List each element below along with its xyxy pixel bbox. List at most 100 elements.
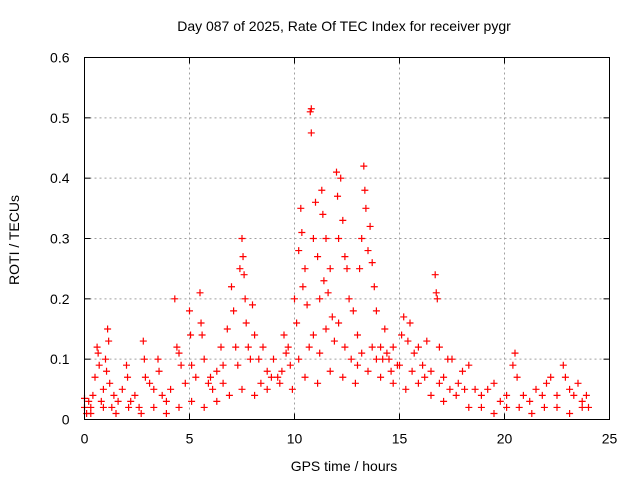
data-point xyxy=(351,379,359,387)
data-point xyxy=(440,397,448,405)
data-point xyxy=(274,373,282,381)
data-point xyxy=(131,391,139,399)
data-point xyxy=(377,373,385,381)
data-point xyxy=(465,361,473,369)
data-point xyxy=(559,361,567,369)
data-point xyxy=(547,373,555,381)
data-point xyxy=(177,361,185,369)
data-point xyxy=(578,397,586,405)
data-point xyxy=(188,361,196,369)
data-point xyxy=(297,204,305,212)
data-point xyxy=(419,361,427,369)
data-point xyxy=(198,331,206,339)
data-point xyxy=(368,343,376,351)
data-point xyxy=(94,349,102,357)
data-point xyxy=(461,385,469,393)
data-point xyxy=(257,379,265,387)
data-point xyxy=(241,295,249,303)
data-point xyxy=(223,325,231,333)
data-point xyxy=(454,379,462,387)
data-point xyxy=(239,253,247,261)
data-point xyxy=(364,247,372,255)
data-point xyxy=(263,385,271,393)
data-point xyxy=(585,403,592,411)
data-point xyxy=(89,391,97,399)
data-point xyxy=(452,391,460,399)
data-point xyxy=(244,343,252,351)
data-point xyxy=(249,301,256,309)
axis-ticks: 0 5 10 15 20 25 0 0.1 0.2 0.3 0.4 0.5 0.6 xyxy=(50,50,617,447)
data-point xyxy=(566,385,574,393)
data-point xyxy=(200,355,208,363)
data-point xyxy=(267,373,275,381)
data-point xyxy=(446,385,454,393)
data-point xyxy=(513,373,521,381)
data-point xyxy=(421,373,429,381)
data-point xyxy=(341,253,349,261)
data-point xyxy=(414,343,422,351)
x-tick-label: 5 xyxy=(186,431,194,447)
data-point xyxy=(509,361,517,369)
data-point xyxy=(236,265,244,273)
y-tick-label: 0.3 xyxy=(50,231,70,247)
data-point xyxy=(146,379,154,387)
data-point xyxy=(141,373,149,381)
data-point xyxy=(162,409,170,417)
data-point xyxy=(440,373,448,381)
data-point xyxy=(339,373,347,381)
y-axis-label: ROTI / TECUs xyxy=(6,195,22,285)
data-point xyxy=(284,343,292,351)
data-point xyxy=(93,343,101,351)
data-point xyxy=(259,343,267,351)
data-point xyxy=(532,385,540,393)
data-point xyxy=(345,295,353,303)
data-point xyxy=(95,361,103,369)
data-point xyxy=(361,186,369,194)
data-point xyxy=(295,247,303,255)
data-point xyxy=(167,385,175,393)
data-point xyxy=(538,391,546,399)
data-point xyxy=(314,253,322,261)
data-point xyxy=(298,228,306,236)
data-point xyxy=(427,367,435,375)
data-point xyxy=(139,337,147,345)
data-point xyxy=(335,319,343,327)
data-point xyxy=(99,385,107,393)
data-point xyxy=(97,397,105,405)
data-point xyxy=(219,361,227,369)
data-point xyxy=(181,379,189,387)
chart-title: Day 087 of 2025, Rate Of TEC Index for r… xyxy=(177,18,511,34)
data-point xyxy=(582,391,590,399)
data-point xyxy=(389,343,397,351)
data-point xyxy=(343,265,351,273)
data-point xyxy=(251,331,259,339)
data-point xyxy=(528,409,536,417)
data-point xyxy=(213,397,221,405)
data-point xyxy=(433,295,441,303)
data-point xyxy=(423,337,431,345)
data-point xyxy=(574,379,582,387)
data-point xyxy=(360,162,368,170)
data-point xyxy=(396,361,403,369)
data-point xyxy=(186,307,193,315)
data-point xyxy=(301,373,309,381)
data-point xyxy=(232,343,240,351)
data-point xyxy=(347,355,355,363)
data-point xyxy=(309,331,317,339)
data-point xyxy=(282,349,290,357)
data-point xyxy=(553,403,561,411)
data-point xyxy=(490,379,498,387)
data-point xyxy=(511,349,519,357)
data-point xyxy=(349,307,357,315)
data-point xyxy=(328,313,336,321)
y-tick-label: 0 xyxy=(62,412,70,428)
data-point xyxy=(307,105,315,113)
y-tick-label: 0.2 xyxy=(50,291,70,307)
data-point xyxy=(477,391,485,399)
data-point xyxy=(427,391,435,399)
data-point xyxy=(207,373,214,381)
data-point xyxy=(108,403,116,411)
data-point xyxy=(242,319,250,327)
data-point xyxy=(503,403,511,411)
data-point xyxy=(316,295,324,303)
